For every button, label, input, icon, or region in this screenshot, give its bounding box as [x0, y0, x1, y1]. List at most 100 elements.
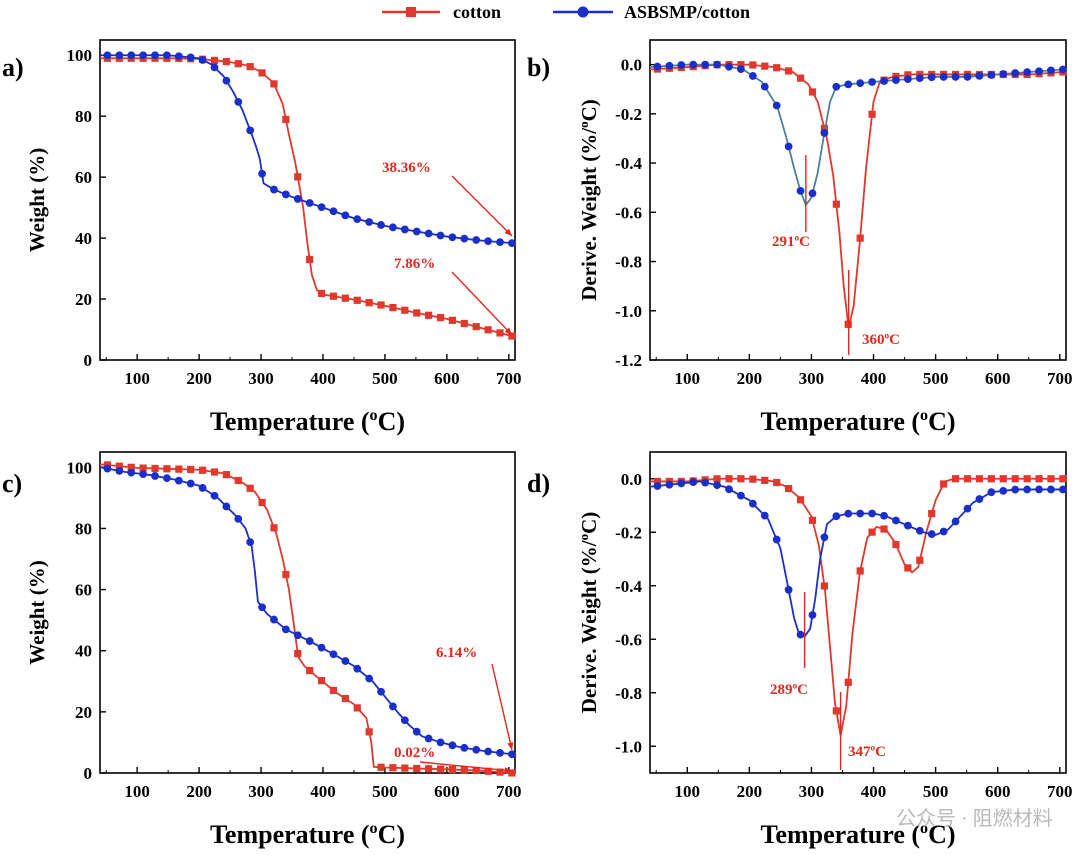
data-point: [425, 765, 433, 773]
y-axis: 0.0 -0.2 -0.4 -0.6 -0.8 -1.0 -1.2: [615, 56, 656, 370]
data-point: [796, 187, 805, 195]
data-point: [317, 289, 326, 298]
data-point: [820, 582, 828, 590]
data-point: [400, 225, 409, 234]
data-point: [1035, 485, 1043, 494]
data-point: [892, 516, 900, 525]
annotation-label: 360oC: [862, 331, 900, 348]
data-point: [270, 185, 278, 194]
data-point: [186, 479, 195, 488]
annotation-label: 6.14%: [436, 645, 477, 661]
y-tick-label: -1.2: [615, 351, 642, 370]
data-point: [701, 60, 710, 69]
panel-d: d) 100 200 300 400 500 600 700 0.0 -0.2 -0.4 -0.6 -0…: [527, 451, 1073, 849]
data-point: [940, 480, 948, 488]
data-point: [737, 61, 745, 69]
data-point: [413, 309, 421, 317]
data-point: [999, 475, 1007, 483]
data-point: [808, 516, 817, 524]
series-line: [649, 63, 1063, 329]
data-point: [939, 73, 948, 81]
data-point: [903, 521, 912, 530]
data-point: [1023, 68, 1032, 77]
data-point: [496, 329, 504, 337]
annotation-arrowhead: [504, 228, 512, 236]
data-point: [424, 229, 433, 238]
panel-label: c): [2, 469, 22, 498]
x-tick-label: 100: [124, 782, 150, 801]
x-tick-label: 100: [124, 369, 150, 388]
data-point: [222, 57, 230, 66]
data-point: [508, 332, 516, 340]
x-tick-label: 300: [799, 369, 825, 388]
series-line: [100, 57, 513, 337]
data-point: [832, 512, 841, 521]
legend-item-asbsmp-cotton: ASBSMP/cotton: [553, 2, 750, 22]
x-axis: 100 200 300 400 500 600 700: [655, 354, 1073, 388]
x-tick-label: 700: [1047, 369, 1073, 388]
data-point: [448, 233, 457, 242]
data-point: [773, 64, 781, 72]
data-point: [329, 650, 338, 659]
data-point: [306, 666, 314, 675]
x-axis: 100 200 300 400 500 600 700: [105, 767, 522, 801]
data-point: [234, 97, 243, 106]
data-point: [222, 502, 231, 511]
data-point: [808, 611, 817, 619]
data-point: [400, 716, 409, 725]
data-point: [928, 509, 936, 518]
y-tick-label: -0.6: [615, 630, 642, 649]
data-point: [377, 687, 385, 696]
data-point: [999, 486, 1008, 495]
annotation-pointer: [451, 271, 513, 336]
data-point: [760, 82, 769, 91]
y-tick-label: -1.0: [615, 737, 642, 756]
x-tick-label: 700: [1047, 782, 1073, 801]
data-point: [987, 475, 995, 483]
data-point: [856, 567, 864, 575]
panel-label: a): [2, 53, 24, 82]
data-point: [103, 464, 112, 473]
data-point: [856, 79, 865, 88]
x-tick-label: 400: [861, 782, 887, 801]
data-point: [808, 88, 817, 96]
series-cotton: [99, 461, 516, 777]
data-point: [139, 470, 148, 479]
data-point: [294, 173, 302, 181]
data-point: [880, 77, 888, 85]
data-point: [1023, 475, 1031, 483]
data-point: [868, 110, 876, 118]
data-point: [234, 514, 243, 523]
x-axis: 100 200 300 400 500 600 700: [105, 354, 522, 388]
data-point: [174, 52, 183, 61]
annotation-label: 347oC: [848, 743, 886, 760]
data-point: [115, 462, 123, 470]
annotations: 291oC 360oC: [772, 155, 900, 355]
data-point: [317, 643, 326, 652]
y-axis-title: Derive. Weight (%/oC): [576, 512, 601, 714]
data-point: [677, 61, 686, 69]
x-tick-label: 600: [985, 369, 1011, 388]
annotation-arrowhead: [504, 327, 512, 335]
data-point: [653, 482, 662, 490]
y-axis-title: Weight (%): [25, 148, 49, 252]
data-point: [892, 540, 900, 549]
data-point: [103, 51, 112, 60]
data-point: [210, 468, 219, 476]
y-tick-label: 100: [67, 46, 93, 65]
series-line: [99, 466, 513, 756]
data-point: [761, 476, 769, 485]
data-point: [737, 475, 745, 483]
data-point: [246, 538, 255, 547]
legend-marker: [577, 6, 589, 18]
data-point: [199, 466, 207, 474]
data-point: [139, 51, 148, 60]
annotation-label: 38.36%: [382, 160, 431, 176]
data-point: [749, 475, 757, 483]
panel-c: c) 100 200 300 400 500 600 700 0 20 40 60 80 100 Tempe…: [2, 451, 522, 849]
data-point: [915, 526, 924, 535]
x-tick-label: 100: [675, 369, 701, 388]
data-point: [317, 203, 326, 212]
series-line: [100, 54, 512, 244]
data-point: [365, 728, 373, 736]
